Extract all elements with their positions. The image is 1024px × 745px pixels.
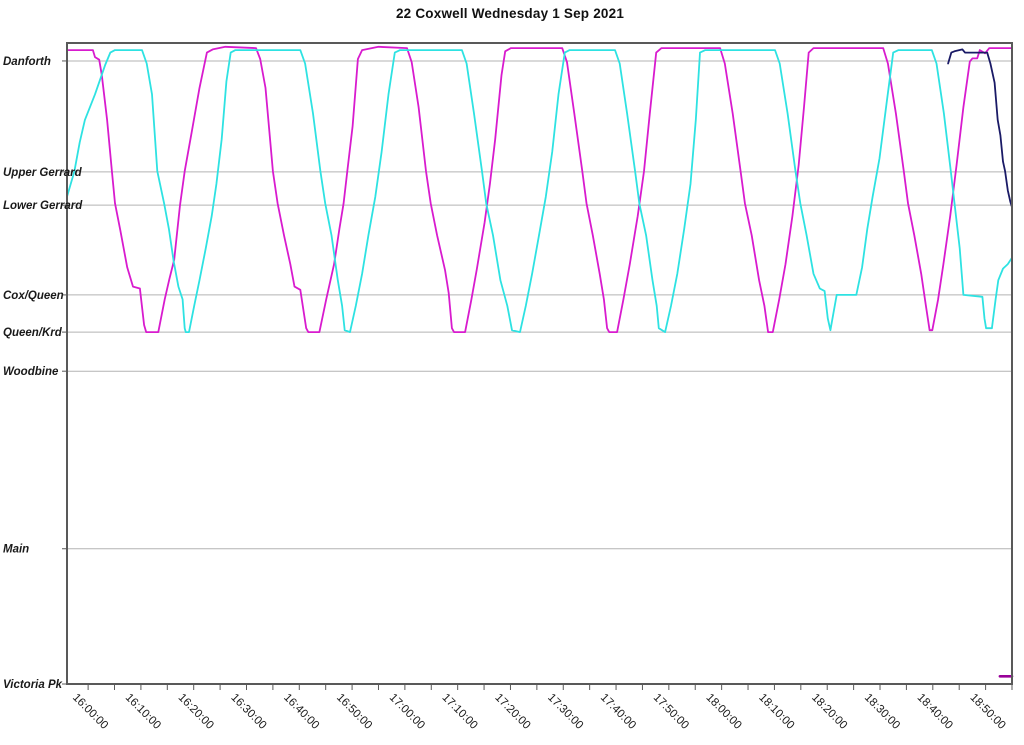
x-tick-label: 18:20:00 bbox=[809, 692, 849, 732]
x-tick-label: 16:20:00 bbox=[176, 692, 216, 732]
x-tick-label: 18:50:00 bbox=[967, 692, 1007, 732]
x-tick-label: 17:20:00 bbox=[492, 692, 532, 732]
station-label-woodbine: Woodbine bbox=[3, 366, 59, 378]
x-tick-label: 17:30:00 bbox=[545, 692, 585, 732]
plot-border bbox=[66, 42, 1013, 685]
x-tick-label: 18:40:00 bbox=[915, 692, 955, 732]
x-tick-label: 17:40:00 bbox=[598, 692, 638, 732]
station-label-victoria-pk: Victoria Pk bbox=[3, 679, 63, 691]
x-tick-label: 16:50:00 bbox=[334, 692, 374, 732]
station-label-queen-krd: Queen/Krd bbox=[3, 327, 63, 339]
station-label-upper-gerrard: Upper Gerrard bbox=[3, 167, 83, 179]
series-line-vehicle-cyan bbox=[66, 49, 1013, 334]
x-tick-label: 16:30:00 bbox=[228, 692, 268, 732]
x-tick-label: 18:30:00 bbox=[862, 692, 902, 732]
series-line-vehicle-magenta bbox=[66, 45, 1013, 334]
x-tick-label: 17:50:00 bbox=[651, 692, 691, 732]
x-tick-label: 18:10:00 bbox=[756, 692, 796, 732]
chart-title: 22 Coxwell Wednesday 1 Sep 2021 bbox=[395, 6, 625, 21]
x-tick-label: 16:40:00 bbox=[281, 692, 321, 732]
x-tick-label: 17:10:00 bbox=[440, 692, 480, 732]
station-label-main: Main bbox=[3, 544, 29, 556]
station-label-danforth: Danforth bbox=[3, 56, 51, 68]
x-tick-label: 18:00:00 bbox=[704, 692, 744, 732]
station-label-cox-queen: Cox/Queen bbox=[3, 290, 64, 302]
series-line-vehicle-navy bbox=[947, 48, 1013, 209]
x-tick-label: 16:10:00 bbox=[123, 692, 163, 732]
x-tick-label: 17:00:00 bbox=[387, 692, 427, 732]
station-label-lower-gerrard: Lower Gerrard bbox=[3, 200, 83, 212]
x-tick-label: 16:00:00 bbox=[70, 692, 110, 732]
